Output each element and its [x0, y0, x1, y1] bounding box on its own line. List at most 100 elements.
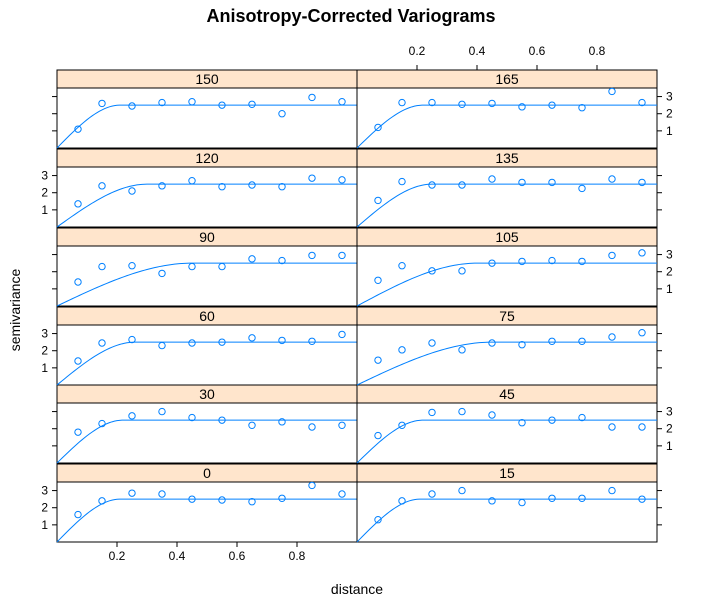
data-point — [98, 497, 106, 505]
strip-label: 120 — [195, 150, 219, 166]
data-point — [398, 177, 406, 186]
y-tick-label: 3 — [666, 248, 673, 262]
panel-frame — [56, 324, 358, 386]
model-line-0 — [56, 498, 357, 543]
panel-frame — [356, 87, 658, 149]
y-tick-label: 3 — [41, 484, 48, 498]
panel-frame — [356, 324, 658, 386]
data-point — [488, 497, 496, 505]
data-point — [608, 87, 616, 96]
data-point — [278, 183, 286, 191]
panel-frame — [56, 481, 358, 543]
model-line-75 — [356, 341, 657, 386]
data-point — [374, 276, 382, 284]
data-point — [98, 99, 106, 108]
data-point — [74, 125, 82, 133]
data-point — [518, 178, 526, 187]
data-point — [158, 98, 166, 107]
data-point — [188, 262, 196, 271]
data-point — [158, 407, 166, 416]
data-point — [488, 339, 496, 347]
x-tick-label: 0.4 — [469, 44, 486, 58]
y-tick-label: 1 — [41, 203, 48, 217]
data-point — [578, 337, 586, 345]
data-point — [428, 267, 436, 275]
data-point — [248, 255, 256, 263]
data-point — [548, 256, 556, 265]
data-point — [248, 498, 256, 506]
x-tick-label: 0.4 — [169, 549, 186, 563]
y-tick-label: 2 — [666, 265, 673, 279]
model-line-165 — [356, 104, 657, 149]
data-point — [518, 341, 526, 349]
data-point — [458, 346, 466, 354]
data-point — [608, 175, 616, 183]
data-point — [188, 98, 196, 106]
data-point — [338, 330, 346, 339]
data-point — [74, 200, 82, 208]
data-point — [548, 416, 556, 424]
strip-label: 90 — [199, 229, 215, 245]
data-point — [578, 413, 586, 422]
y-tick-label: 3 — [41, 327, 48, 341]
chart-title: Anisotropy-Corrected Variograms — [206, 6, 495, 26]
data-point — [128, 102, 136, 110]
data-point — [608, 251, 616, 260]
y-tick-label: 1 — [41, 518, 48, 532]
strip-label: 15 — [499, 465, 515, 481]
data-point — [398, 497, 406, 505]
strip-label: 0 — [203, 465, 211, 481]
x-tick-label: 0.6 — [529, 44, 546, 58]
data-point — [458, 267, 466, 275]
data-point — [278, 336, 286, 345]
data-point — [578, 104, 586, 112]
panel-150: 150 — [52, 69, 358, 149]
data-point — [248, 421, 256, 429]
model-line-60 — [56, 341, 357, 386]
data-point — [428, 408, 436, 417]
data-point — [638, 178, 646, 187]
panel-15: 15 — [356, 463, 662, 543]
y-tick-label: 3 — [666, 90, 673, 104]
data-point — [338, 98, 346, 106]
data-point — [548, 494, 556, 502]
data-point — [128, 262, 136, 270]
data-point — [578, 184, 586, 193]
x-tick-label: 0.2 — [109, 549, 126, 563]
data-point — [188, 177, 196, 185]
data-point — [548, 178, 556, 187]
data-point — [638, 423, 646, 431]
data-point — [518, 498, 526, 507]
data-point — [518, 257, 526, 266]
data-point — [488, 259, 496, 267]
data-point — [218, 101, 226, 109]
data-point — [308, 337, 316, 345]
panel-60: 60 1 2 3 — [41, 306, 358, 386]
data-point — [188, 495, 196, 503]
data-point — [158, 341, 166, 350]
panel-frame — [356, 481, 658, 543]
strip-label: 60 — [199, 308, 215, 324]
data-point — [98, 182, 106, 190]
data-point — [218, 496, 226, 504]
data-point — [428, 98, 436, 107]
data-point — [458, 100, 466, 108]
panel-165: 165 0.2 0.4 0.6 0.8 1 2 3 — [356, 44, 673, 149]
data-point — [374, 431, 382, 440]
data-point — [608, 486, 616, 495]
x-tick-label: 0.8 — [289, 549, 306, 563]
panel-frame — [56, 87, 358, 149]
data-point — [608, 333, 616, 341]
y-tick-label: 2 — [41, 186, 48, 200]
y-tick-label: 3 — [41, 169, 48, 183]
data-point — [128, 489, 136, 497]
data-point — [188, 339, 196, 347]
panel-frame — [356, 166, 658, 228]
data-point — [458, 181, 466, 189]
x-axis-title: distance — [331, 581, 383, 597]
data-point — [308, 174, 316, 182]
y-tick-label: 2 — [666, 422, 673, 436]
model-line-45 — [356, 419, 657, 464]
data-point — [458, 407, 466, 416]
data-point — [488, 175, 496, 183]
